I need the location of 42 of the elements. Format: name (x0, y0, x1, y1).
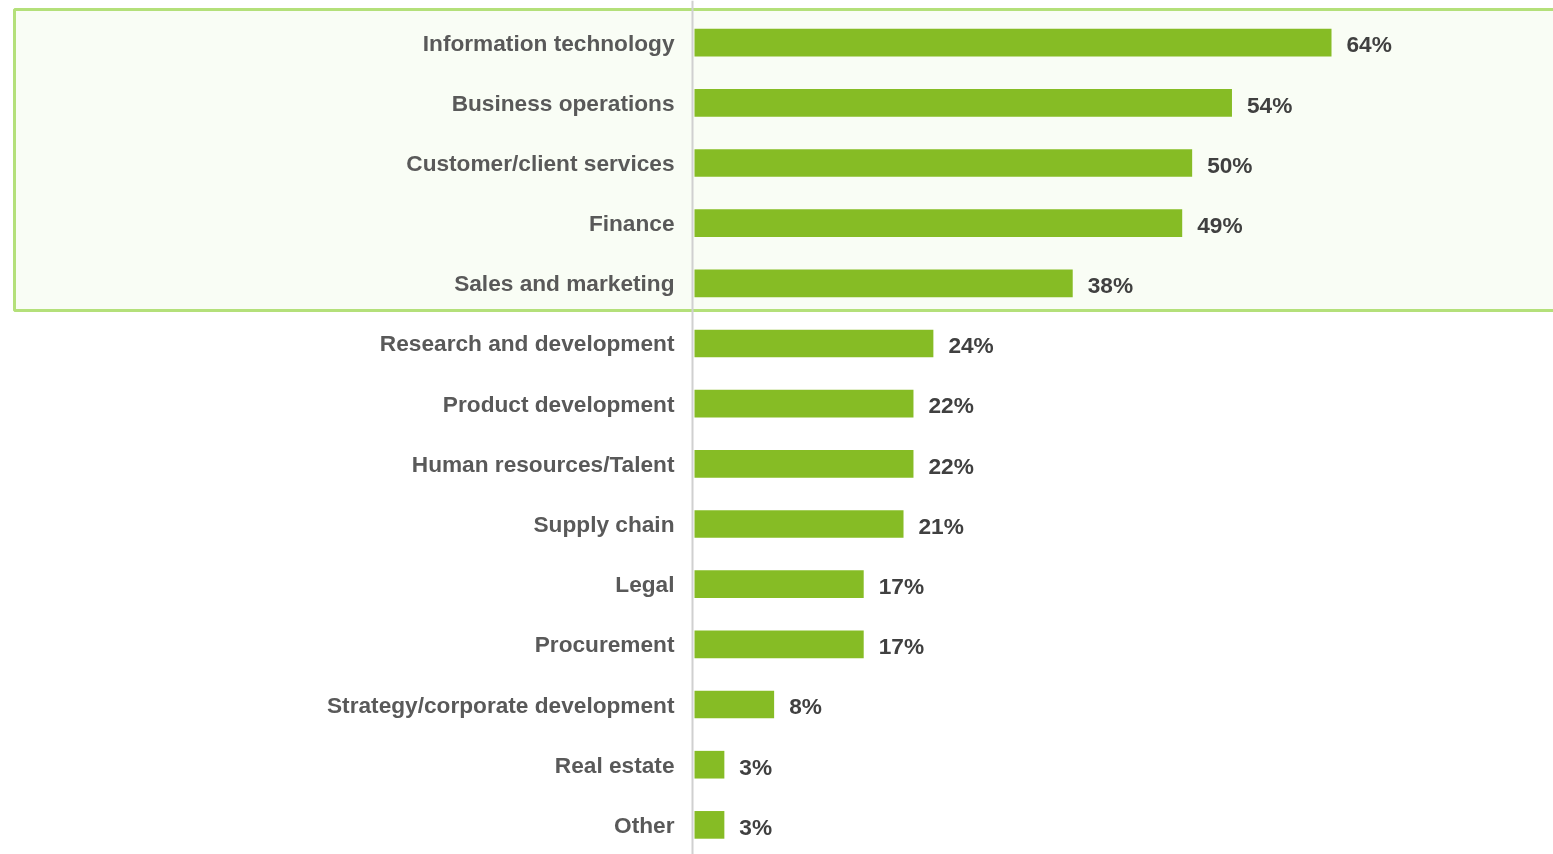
data-label: 3% (739, 813, 773, 840)
y-tick-label: Human resources/Talent (411, 450, 675, 477)
y-tick-label: Procurement (534, 631, 675, 658)
y-tick-label: Strategy/corporate development (327, 691, 675, 718)
bar (694, 88, 1232, 117)
y-tick-label: Sales and marketing (454, 270, 675, 297)
bar (694, 570, 864, 599)
data-label: 17% (878, 572, 925, 599)
data-label: 21% (918, 512, 964, 539)
data-label: 49% (1197, 211, 1243, 238)
data-label: 64% (1346, 31, 1392, 58)
bar (694, 209, 1183, 237)
bar (694, 630, 864, 659)
data-label: 17% (878, 633, 925, 660)
data-label: 3% (739, 753, 773, 780)
data-label: 22% (928, 452, 974, 479)
y-tick-label: Research and development (379, 330, 675, 357)
bar (694, 750, 725, 779)
bar (694, 449, 914, 478)
y-tick-label: Legal (615, 571, 675, 598)
y-tick-label: Other (614, 811, 675, 838)
y-tick-label: Supply chain (533, 511, 675, 538)
bar (694, 28, 1332, 57)
bar (694, 269, 1073, 298)
y-tick-label: Information technology (422, 29, 675, 56)
data-label: 54% (1246, 91, 1293, 118)
bar (694, 510, 904, 538)
bar (694, 149, 1193, 177)
bar (694, 811, 725, 839)
data-label: 22% (928, 392, 974, 419)
bar (694, 389, 914, 418)
bar (694, 329, 934, 358)
y-tick-label: Customer/client services (406, 149, 675, 176)
data-label: 38% (1087, 272, 1134, 299)
data-label: 8% (789, 693, 822, 720)
bar (694, 690, 775, 719)
data-label: 50% (1207, 151, 1253, 178)
y-tick-label: Business operations (451, 89, 675, 116)
y-tick-label: Real estate (554, 751, 675, 778)
y-tick-label: Finance (588, 210, 675, 237)
data-label: 24% (948, 332, 994, 359)
y-tick-label: Product development (442, 390, 675, 417)
